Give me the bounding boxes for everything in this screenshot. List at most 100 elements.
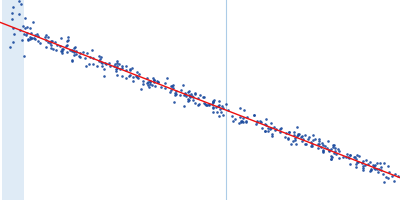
Point	[272, 128, 278, 132]
Point	[201, 96, 208, 99]
Point	[330, 144, 336, 147]
Point	[217, 108, 223, 111]
Point	[314, 147, 321, 150]
Point	[283, 132, 290, 135]
Point	[201, 101, 207, 104]
Point	[214, 111, 220, 114]
Point	[83, 52, 90, 55]
Point	[392, 173, 398, 176]
Point	[90, 62, 96, 65]
Point	[306, 135, 312, 138]
Point	[237, 107, 243, 110]
Point	[127, 67, 134, 70]
Point	[317, 145, 324, 149]
Point	[378, 165, 384, 169]
Point	[360, 159, 366, 162]
Point	[299, 138, 306, 141]
Point	[223, 103, 230, 106]
Point	[320, 143, 327, 146]
Point	[352, 156, 358, 159]
Point	[195, 96, 202, 99]
Point	[328, 158, 334, 161]
Point	[182, 91, 188, 94]
Point	[360, 168, 366, 171]
Point	[308, 145, 314, 148]
Point	[308, 141, 314, 144]
Point	[96, 54, 102, 57]
Point	[147, 82, 153, 85]
Point	[328, 147, 335, 151]
Point	[330, 145, 336, 148]
Point	[195, 103, 202, 106]
Point	[220, 113, 226, 116]
Point	[185, 98, 191, 101]
Point	[365, 163, 371, 166]
Point	[353, 165, 360, 168]
Point	[145, 80, 152, 83]
Point	[181, 105, 187, 108]
Point	[185, 91, 191, 94]
Point	[204, 104, 210, 107]
Point	[169, 84, 175, 87]
Point	[251, 114, 258, 117]
Point	[172, 93, 179, 96]
Point	[210, 106, 216, 109]
Point	[54, 43, 60, 46]
Point	[16, 0, 22, 3]
Point	[69, 49, 75, 52]
Point	[53, 49, 59, 52]
Point	[106, 61, 112, 65]
Point	[168, 85, 174, 88]
Point	[353, 157, 360, 161]
Point	[322, 145, 328, 148]
Point	[254, 120, 260, 123]
Point	[191, 102, 198, 105]
Point	[155, 81, 162, 84]
Point	[332, 146, 339, 149]
Point	[343, 156, 349, 159]
Point	[296, 133, 302, 136]
Point	[58, 36, 64, 40]
Point	[374, 167, 380, 170]
Point	[48, 47, 54, 50]
Point	[378, 168, 384, 171]
Point	[72, 45, 78, 49]
Point	[150, 81, 157, 84]
Point	[210, 110, 216, 113]
Point	[324, 146, 330, 149]
Point	[298, 135, 304, 138]
Point	[65, 38, 71, 41]
Point	[112, 62, 118, 65]
Point	[122, 69, 129, 72]
Point	[210, 100, 216, 103]
Point	[385, 164, 392, 168]
Point	[42, 46, 49, 49]
Point	[237, 115, 244, 118]
Point	[293, 142, 299, 145]
Point	[47, 39, 54, 43]
Point	[114, 59, 121, 63]
Point	[229, 115, 235, 118]
Point	[370, 163, 376, 166]
Point	[64, 43, 70, 46]
Point	[64, 39, 70, 43]
Point	[45, 36, 51, 39]
Point	[71, 53, 77, 56]
Point	[49, 48, 56, 51]
Point	[97, 57, 104, 60]
Point	[285, 136, 292, 140]
Point	[390, 179, 397, 183]
Point	[10, 41, 16, 44]
Point	[262, 123, 268, 126]
Point	[67, 49, 74, 52]
Point	[31, 38, 38, 41]
Point	[114, 66, 120, 69]
Point	[286, 130, 292, 133]
Point	[347, 153, 353, 156]
Point	[10, 26, 16, 29]
Point	[20, 25, 26, 28]
Point	[145, 83, 152, 86]
Point	[99, 65, 106, 68]
Point	[268, 127, 274, 130]
Point	[102, 62, 109, 66]
